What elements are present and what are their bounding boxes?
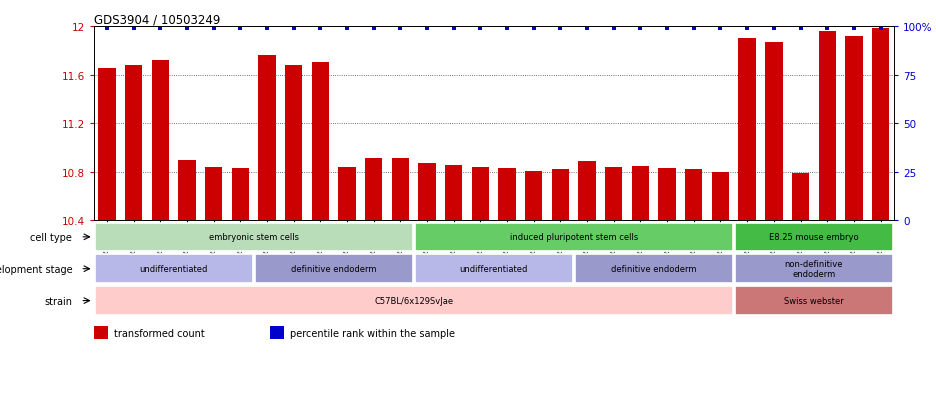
Bar [338,168,356,221]
Bar [632,166,650,221]
Bar [711,172,729,221]
Text: undifferentiated: undifferentiated [460,265,528,273]
Bar [178,160,196,221]
Bar [415,255,573,283]
Text: undifferentiated: undifferentiated [139,265,208,273]
Bar [445,165,462,221]
Text: strain: strain [44,296,72,306]
Text: embryonic stem cells: embryonic stem cells [209,233,299,242]
Text: transformed count: transformed count [113,328,204,338]
Bar [498,169,516,221]
Bar [792,173,810,221]
Bar [95,255,253,283]
Bar [605,168,622,221]
Bar [575,255,733,283]
Bar [472,168,490,221]
Text: GDS3904 / 10503249: GDS3904 / 10503249 [94,14,220,27]
Bar [415,223,733,252]
Text: development stage: development stage [0,264,72,274]
Bar [231,169,249,221]
Text: C57BL/6x129SvJae: C57BL/6x129SvJae [374,297,453,305]
Text: percentile rank within the sample: percentile rank within the sample [289,328,455,338]
Bar [765,43,782,221]
Bar [735,255,893,283]
Bar [845,36,863,221]
Bar [658,169,676,221]
Text: Swiss webster: Swiss webster [784,297,843,305]
Bar [418,164,436,221]
Text: definitive endoderm: definitive endoderm [291,265,376,273]
Bar [578,161,596,221]
Bar [685,170,703,221]
Bar [255,255,413,283]
Text: definitive endoderm: definitive endoderm [611,265,696,273]
Bar [205,168,223,221]
Bar [365,159,383,221]
Bar [871,29,889,221]
Bar [94,327,108,339]
Text: cell type: cell type [30,232,72,242]
Bar [525,171,543,221]
Bar [124,66,142,221]
Bar [391,159,409,221]
Bar [152,61,169,221]
Bar [739,39,756,221]
Bar [312,63,329,221]
Text: E8.25 mouse embryo: E8.25 mouse embryo [769,233,858,242]
Bar [258,56,276,221]
Bar [285,66,302,221]
Bar [735,287,893,315]
Text: non-definitive
endoderm: non-definitive endoderm [784,259,843,279]
Bar [98,69,116,221]
Text: induced pluripotent stem cells: induced pluripotent stem cells [509,233,638,242]
Bar [95,287,733,315]
Bar [95,223,413,252]
Bar [735,223,893,252]
Bar [551,170,569,221]
Bar [818,32,836,221]
Bar [270,327,284,339]
